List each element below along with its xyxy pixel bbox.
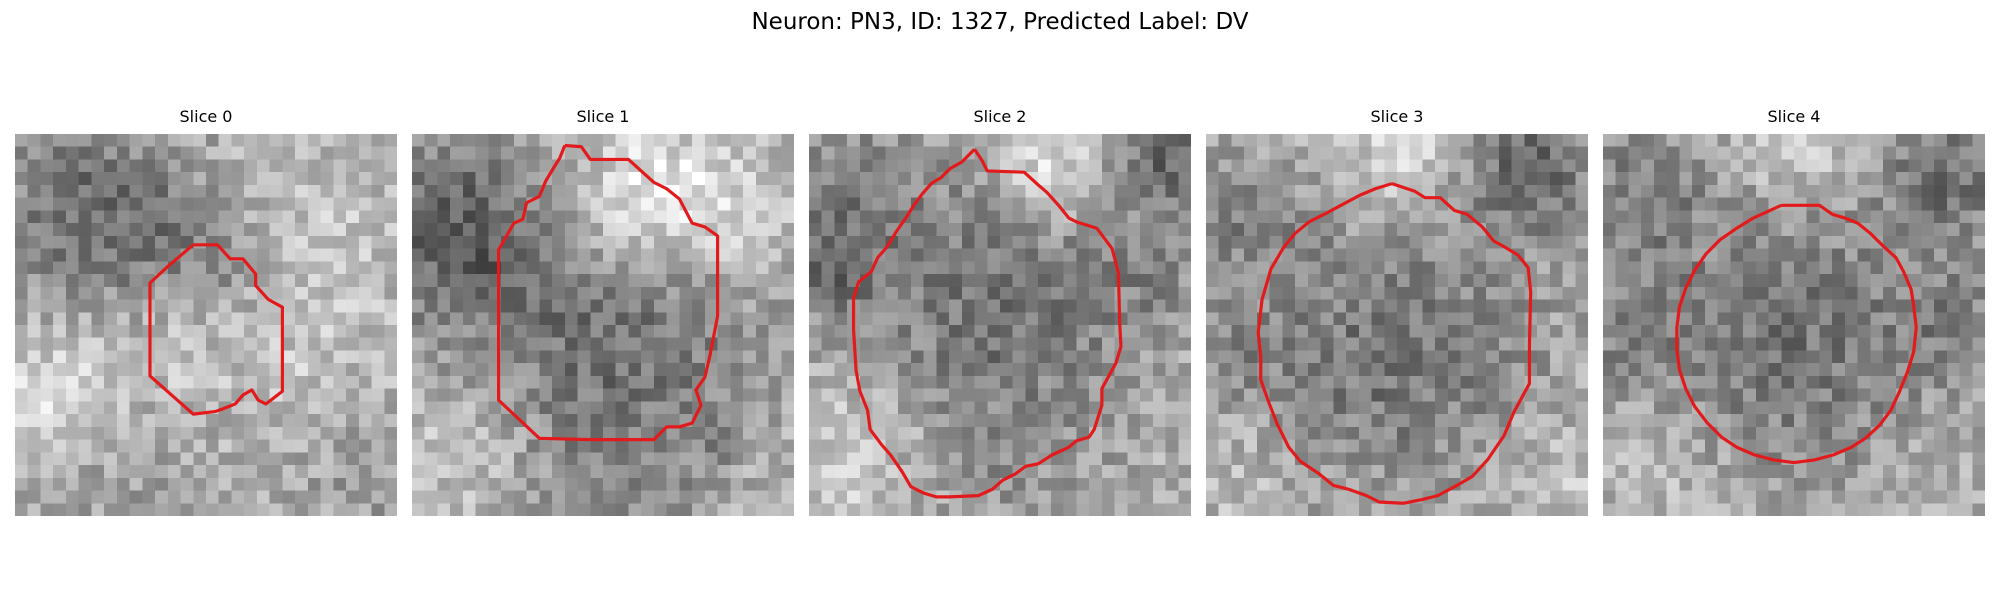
segmentation-outline [496,143,720,442]
segmentation-contour [148,243,284,416]
slice-title: Slice 1 [576,107,630,126]
segmentation-contour [496,143,720,442]
segmentation-outline [1675,203,1918,465]
segmentation-contour [1256,182,1533,505]
segmentation-contour [1675,203,1918,465]
slice-title: Slice 4 [1767,107,1821,126]
slice-image [809,134,1191,516]
segmentation-outline [851,148,1123,499]
slice-image [1206,134,1588,516]
slice-title: Slice 2 [973,107,1027,126]
slice-image [1603,134,1985,516]
slice-title: Slice 0 [179,107,233,126]
slice-title: Slice 3 [1370,107,1424,126]
slice-image [15,134,397,516]
segmentation-contour [851,148,1123,499]
segmentation-outline [148,243,284,416]
slice-image [412,134,794,516]
segmentation-outline [1256,182,1533,505]
figure-title: Neuron: PN3, ID: 1327, Predicted Label: … [751,9,1249,35]
